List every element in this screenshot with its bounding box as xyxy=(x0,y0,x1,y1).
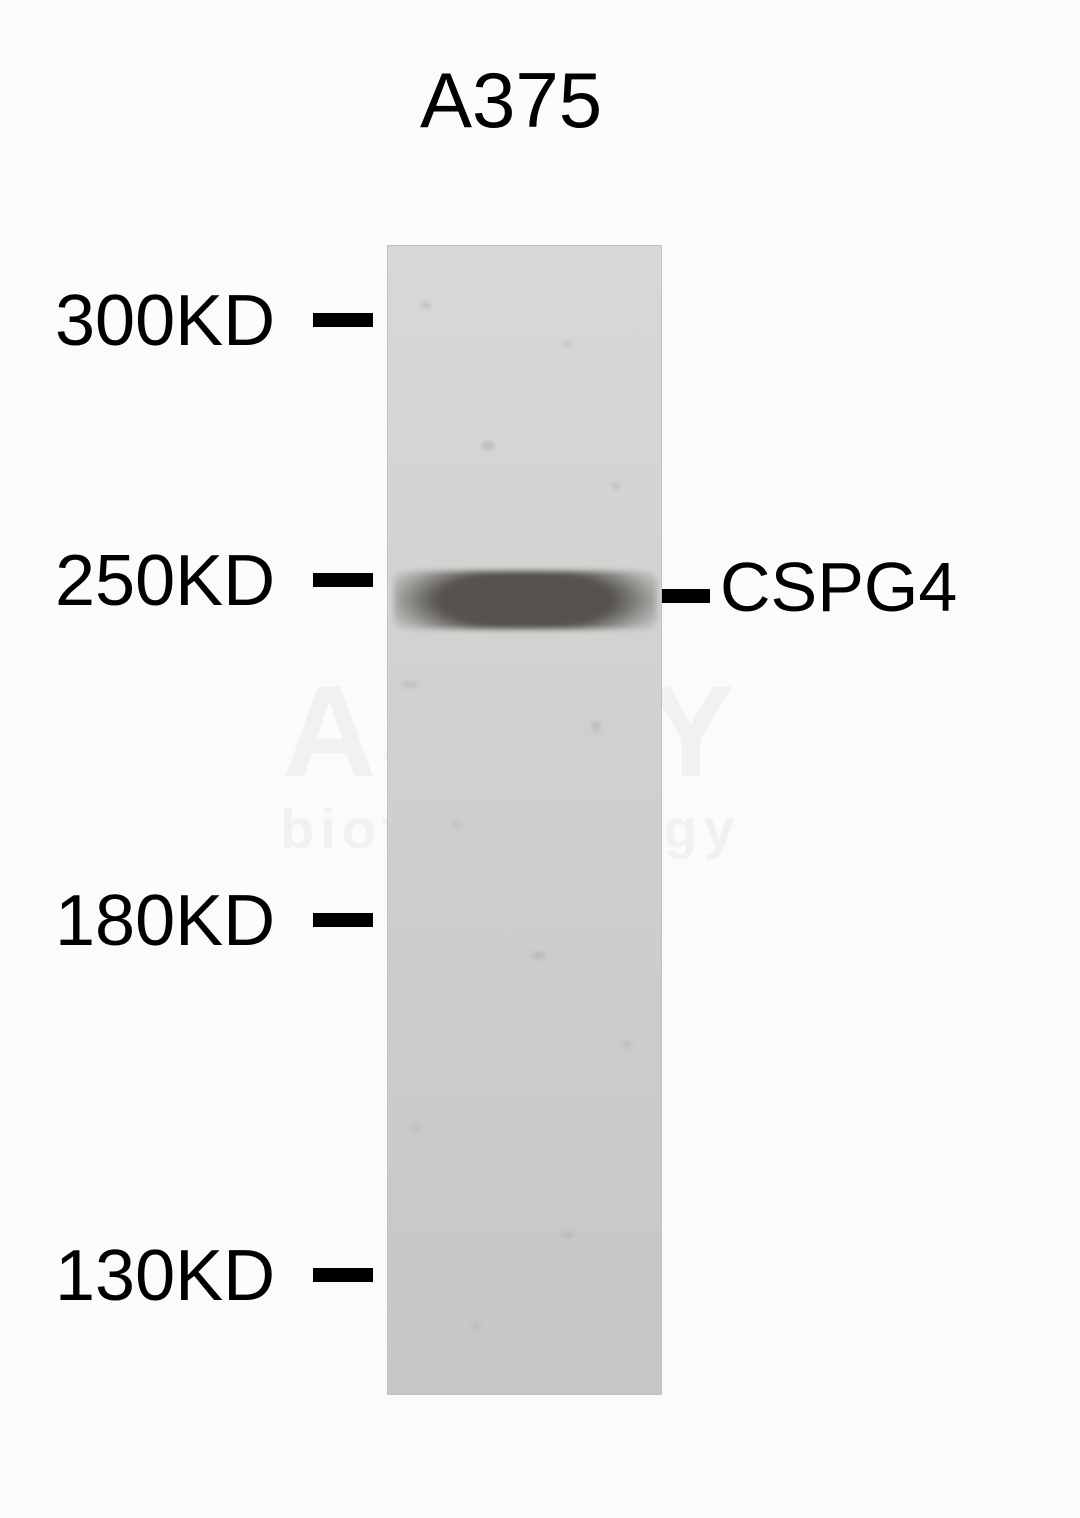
mw-marker-label: 130KD xyxy=(55,1235,275,1317)
noise-speckle xyxy=(481,441,495,451)
band-label: CSPG4 xyxy=(720,547,957,627)
noise-speckle xyxy=(421,301,431,309)
noise-speckle xyxy=(411,1121,420,1133)
lane-background xyxy=(388,246,661,1394)
noise-speckle xyxy=(401,681,419,688)
noise-speckle xyxy=(531,951,546,960)
mw-marker-tick xyxy=(313,913,373,927)
noise-speckle xyxy=(591,721,601,732)
gel-lane xyxy=(387,245,662,1395)
mw-marker-tick xyxy=(313,1268,373,1282)
western-blot-figure: ASSAY biotechnology A375 300KD250KD180KD… xyxy=(0,0,1080,1518)
noise-speckle xyxy=(621,1041,632,1048)
noise-speckle xyxy=(561,341,573,347)
protein-band xyxy=(394,571,657,629)
mw-marker-label: 250KD xyxy=(55,540,275,622)
mw-marker-label: 300KD xyxy=(55,280,275,362)
band-tick xyxy=(662,589,710,603)
sample-title: A375 xyxy=(420,55,602,146)
mw-marker-tick xyxy=(313,313,373,327)
noise-speckle xyxy=(611,481,620,490)
mw-marker-label: 180KD xyxy=(55,880,275,962)
noise-speckle xyxy=(451,821,463,829)
noise-speckle xyxy=(561,1231,574,1239)
noise-speckle xyxy=(471,1321,481,1331)
mw-marker-tick xyxy=(313,573,373,587)
